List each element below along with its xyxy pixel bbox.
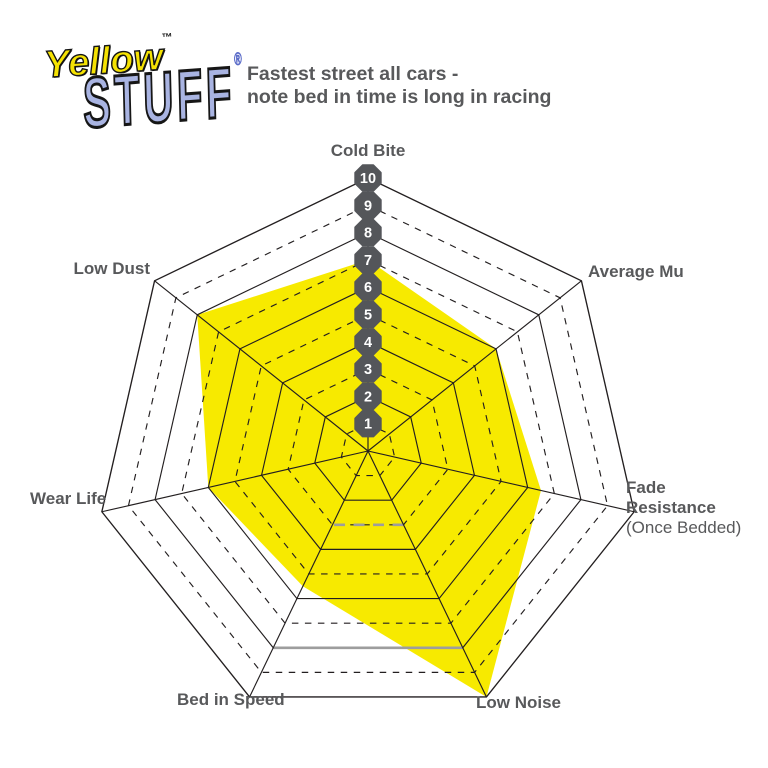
axis-label-bed-in-speed: Bed in Speed bbox=[177, 690, 285, 709]
svg-text:1: 1 bbox=[364, 417, 372, 433]
radar-series-polygon bbox=[197, 259, 542, 697]
registered-symbol: ® bbox=[233, 47, 243, 70]
svg-text:7: 7 bbox=[364, 253, 372, 269]
axis-label-low-dust: Low Dust bbox=[73, 259, 151, 278]
axis-label-cold-bite: Cold Bite bbox=[330, 141, 406, 160]
scale-badge bbox=[354, 382, 382, 411]
svg-text:2: 2 bbox=[364, 389, 372, 405]
logo-stuff-text: STUFF® bbox=[81, 47, 244, 145]
axis-label-wear-life: Wear Life bbox=[30, 489, 107, 508]
chart-title-line2: note bed in time is long in racing bbox=[247, 86, 552, 108]
svg-text:6: 6 bbox=[364, 280, 372, 296]
chart-title-line1: Fastest street all cars - bbox=[247, 63, 459, 85]
scale-badge bbox=[354, 273, 382, 301]
axis-label-fade-resistance: Fade Resistance (Once Bedded) bbox=[626, 478, 748, 538]
trademark-symbol: ™ bbox=[161, 31, 174, 45]
scale-badge bbox=[354, 355, 382, 383]
logo-word-stuff: STUFF bbox=[81, 50, 237, 144]
axis-label-low-noise: Low Noise bbox=[476, 693, 562, 712]
svg-text:4: 4 bbox=[364, 335, 372, 351]
scale-badge bbox=[354, 410, 382, 438]
axis-label-fade-sub: (Once Bedded) bbox=[626, 518, 742, 537]
svg-text:10: 10 bbox=[360, 171, 376, 187]
axis-label-fade-main: Fade Resistance bbox=[626, 478, 716, 517]
chart-title: Fastest street all cars - note bed in ti… bbox=[247, 63, 551, 109]
axis-label-average-mu: Average Mu bbox=[588, 262, 684, 281]
svg-text:8: 8 bbox=[364, 226, 372, 242]
scale-badge bbox=[354, 328, 382, 356]
svg-text:9: 9 bbox=[364, 198, 372, 214]
svg-text:5: 5 bbox=[364, 308, 372, 324]
scale-badge bbox=[354, 218, 382, 247]
svg-text:3: 3 bbox=[364, 362, 372, 378]
scale-badge bbox=[354, 300, 382, 329]
scale-badge bbox=[354, 246, 382, 274]
scale-badge bbox=[354, 164, 382, 192]
scale-badge bbox=[354, 191, 382, 219]
